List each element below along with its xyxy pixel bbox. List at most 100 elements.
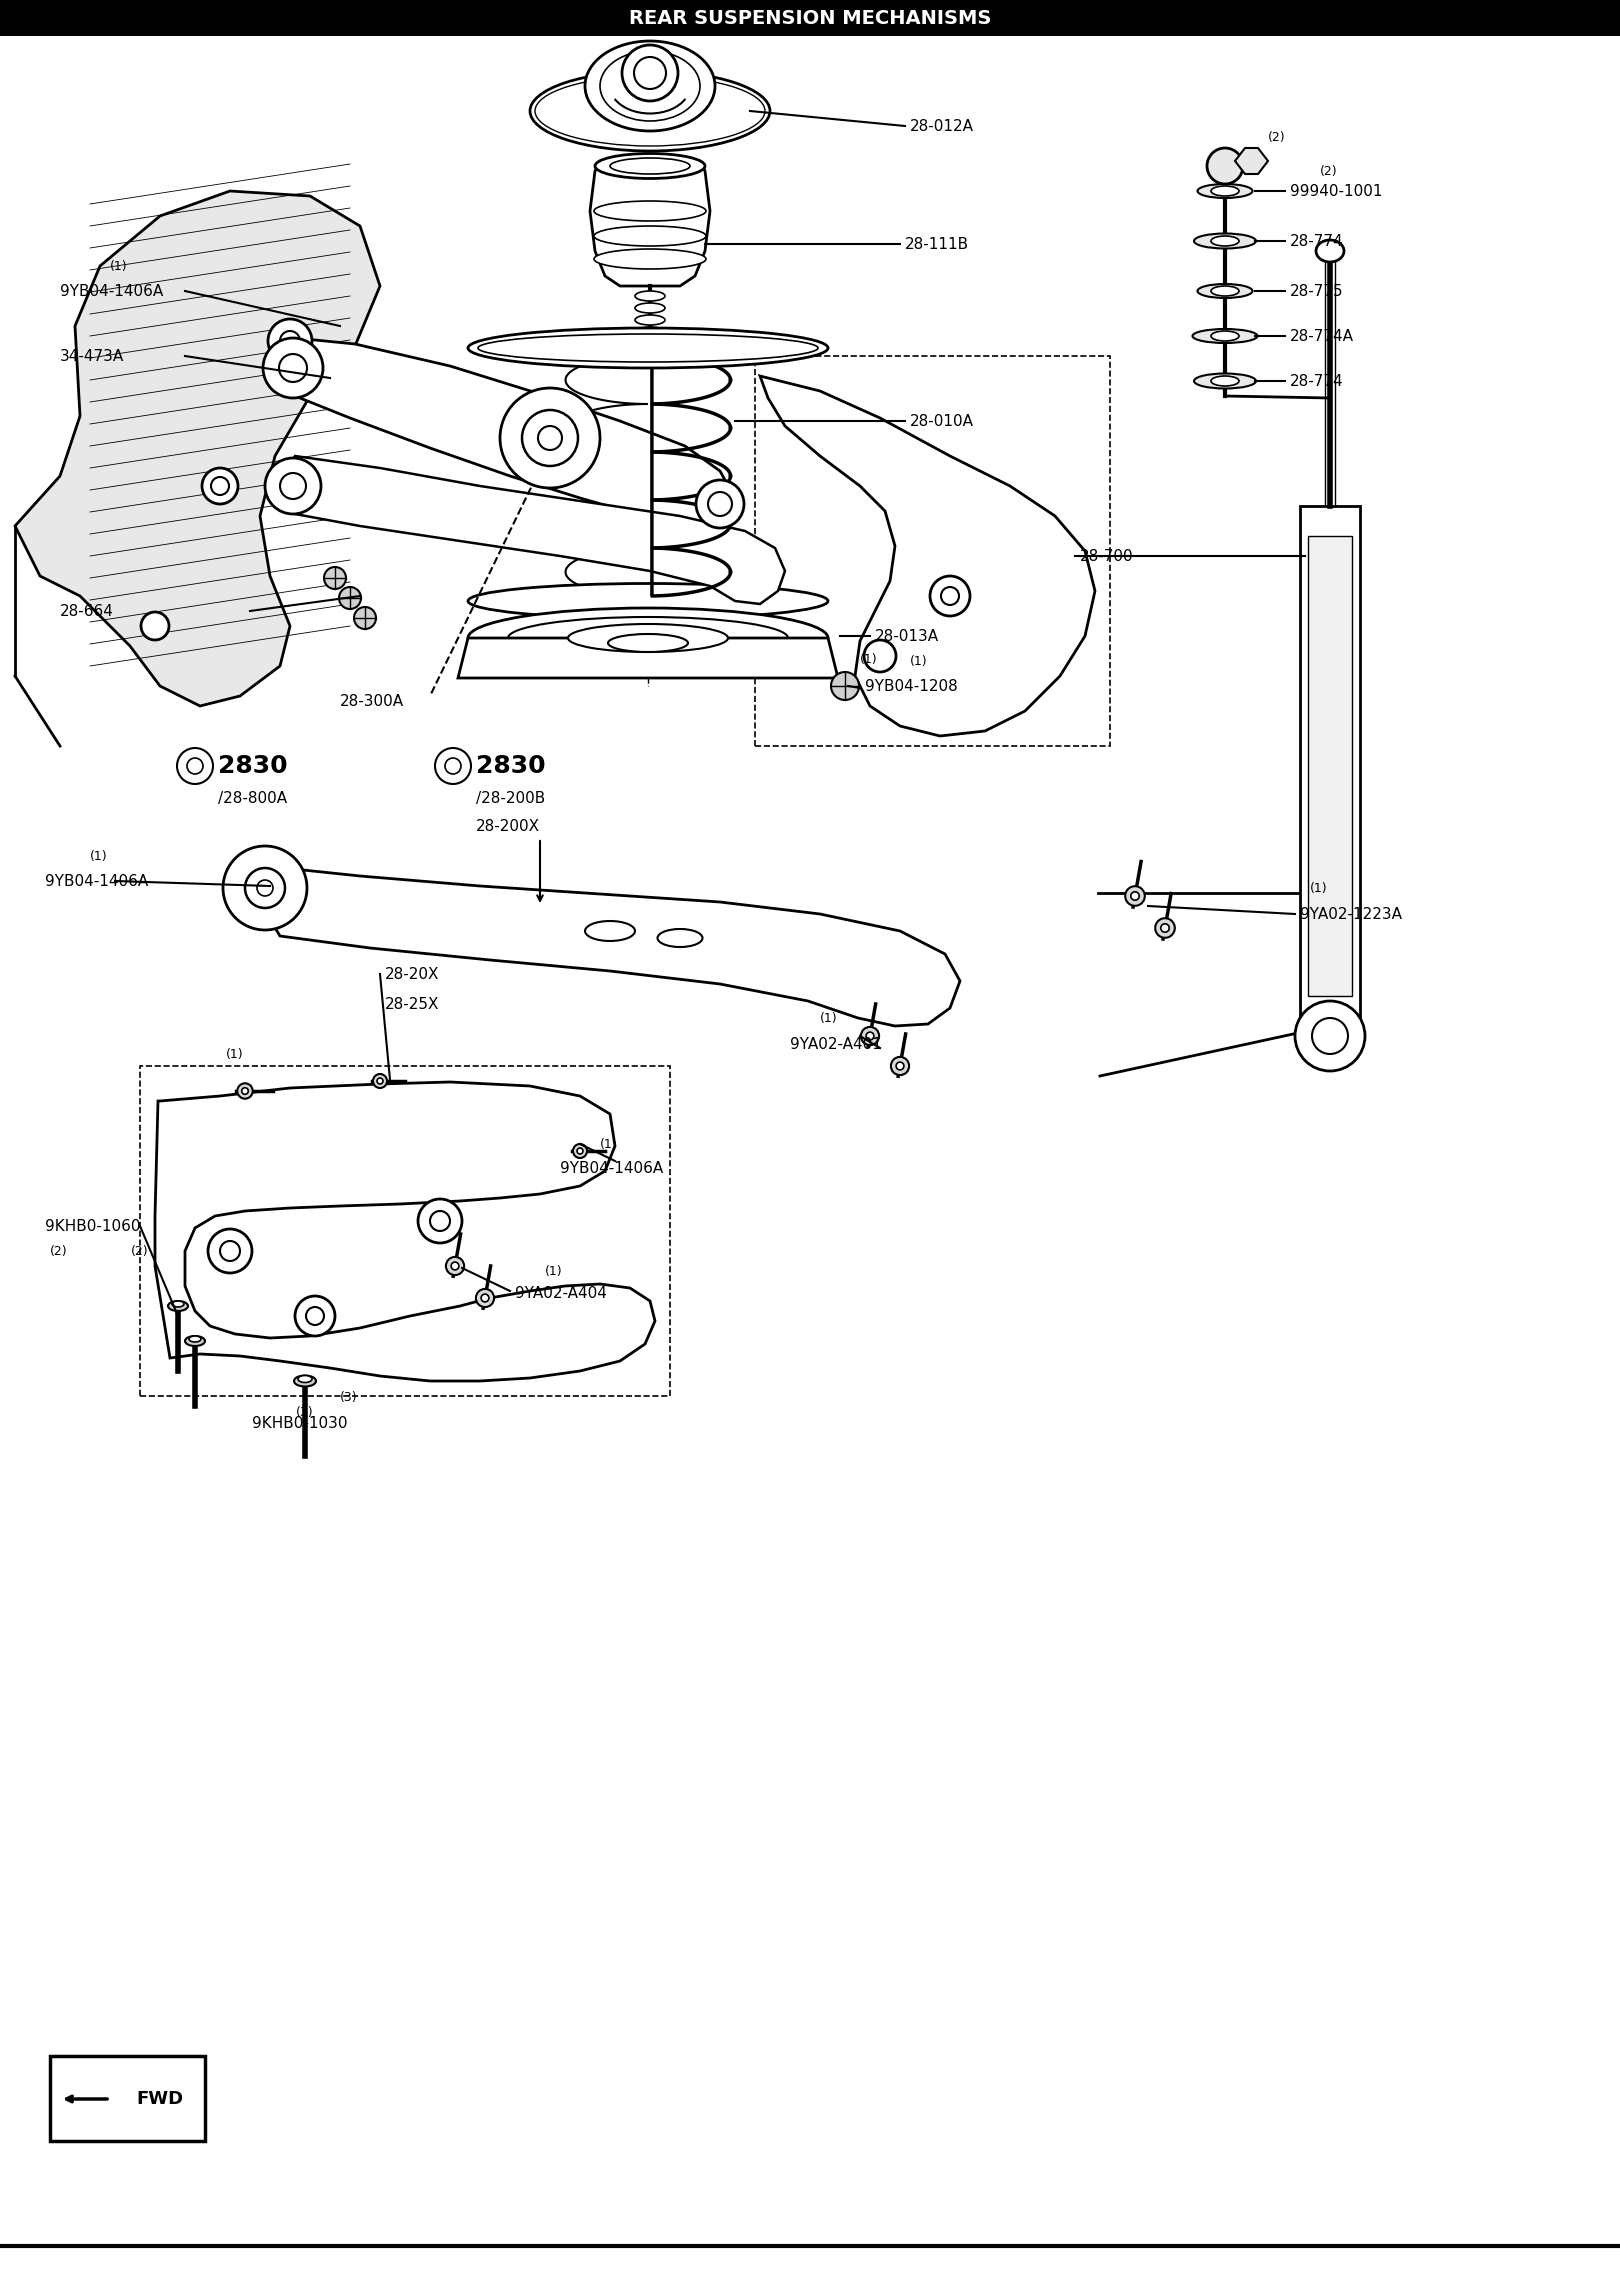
Ellipse shape — [509, 617, 787, 660]
Circle shape — [831, 671, 859, 701]
Circle shape — [896, 1063, 904, 1070]
Bar — [1299, 505, 1361, 1026]
Text: 28-111B: 28-111B — [906, 237, 969, 253]
Text: 28-700: 28-700 — [1081, 549, 1134, 564]
Text: REAR SUSPENSION MECHANISMS: REAR SUSPENSION MECHANISMS — [629, 9, 991, 27]
Ellipse shape — [595, 152, 705, 178]
Ellipse shape — [632, 341, 667, 360]
Circle shape — [1207, 148, 1243, 184]
Text: 9YB04-1406A: 9YB04-1406A — [561, 1161, 663, 1174]
Polygon shape — [760, 376, 1095, 735]
Text: (2): (2) — [50, 1245, 68, 1259]
Circle shape — [577, 1147, 583, 1154]
Circle shape — [258, 881, 274, 897]
Circle shape — [207, 1229, 253, 1272]
Circle shape — [863, 640, 896, 671]
Circle shape — [867, 1031, 873, 1040]
Text: 28-664: 28-664 — [60, 603, 113, 619]
Ellipse shape — [1212, 330, 1239, 341]
Text: 2830: 2830 — [219, 753, 288, 778]
Circle shape — [324, 567, 347, 589]
Circle shape — [941, 587, 959, 605]
Bar — [0, 0, 1620, 36]
Ellipse shape — [172, 1302, 185, 1306]
Circle shape — [377, 1079, 382, 1083]
Ellipse shape — [595, 225, 706, 246]
Bar — [50, 2055, 206, 2142]
Text: (3): (3) — [340, 1391, 358, 1404]
Text: /28-200B: /28-200B — [476, 790, 546, 806]
Circle shape — [237, 1083, 253, 1099]
Circle shape — [446, 758, 462, 774]
Ellipse shape — [635, 314, 664, 325]
Ellipse shape — [585, 41, 714, 132]
Text: 28-012A: 28-012A — [910, 118, 974, 134]
Polygon shape — [590, 162, 710, 287]
Text: 34-473A: 34-473A — [60, 348, 125, 364]
Text: FWD: FWD — [136, 2089, 183, 2108]
Circle shape — [446, 1256, 463, 1275]
Circle shape — [306, 1306, 324, 1325]
Ellipse shape — [611, 157, 690, 173]
Circle shape — [1126, 885, 1145, 906]
Ellipse shape — [595, 248, 706, 269]
Circle shape — [418, 1199, 462, 1243]
Circle shape — [267, 319, 313, 362]
Ellipse shape — [595, 200, 706, 221]
Ellipse shape — [530, 71, 770, 150]
Circle shape — [295, 1295, 335, 1336]
Circle shape — [355, 608, 376, 628]
Text: 28-775: 28-775 — [1290, 284, 1343, 298]
Polygon shape — [262, 865, 961, 1026]
Ellipse shape — [1212, 237, 1239, 246]
Circle shape — [186, 758, 202, 774]
Ellipse shape — [1212, 376, 1239, 387]
Ellipse shape — [293, 1375, 316, 1386]
Text: 28-010A: 28-010A — [910, 414, 974, 428]
Circle shape — [202, 469, 238, 503]
Text: 9YA02-A404: 9YA02-A404 — [515, 1286, 608, 1302]
Circle shape — [450, 1263, 458, 1270]
Text: (1): (1) — [1311, 881, 1328, 894]
Ellipse shape — [1194, 234, 1256, 248]
Circle shape — [373, 1074, 387, 1088]
Circle shape — [177, 749, 212, 783]
Circle shape — [697, 480, 744, 528]
Circle shape — [339, 587, 361, 610]
Circle shape — [245, 867, 285, 908]
Text: 28-300A: 28-300A — [340, 694, 403, 708]
Text: 28-013A: 28-013A — [875, 628, 940, 644]
Circle shape — [279, 355, 308, 382]
Circle shape — [708, 492, 732, 517]
Polygon shape — [271, 455, 786, 603]
Polygon shape — [1234, 148, 1268, 173]
Circle shape — [220, 1240, 240, 1261]
Circle shape — [891, 1056, 909, 1074]
Ellipse shape — [1197, 284, 1252, 298]
Circle shape — [633, 57, 666, 89]
Ellipse shape — [599, 50, 700, 121]
Polygon shape — [458, 637, 838, 678]
Text: (3): (3) — [296, 1407, 314, 1418]
Text: /28-800A: /28-800A — [219, 790, 287, 806]
Ellipse shape — [635, 339, 664, 348]
Circle shape — [266, 457, 321, 514]
Polygon shape — [156, 1081, 654, 1382]
Text: 28-774: 28-774 — [1290, 234, 1343, 248]
Ellipse shape — [1315, 239, 1345, 262]
Ellipse shape — [298, 1375, 313, 1382]
Circle shape — [436, 749, 471, 783]
Bar — [1307, 537, 1353, 997]
Circle shape — [141, 612, 168, 640]
Ellipse shape — [478, 335, 818, 362]
Bar — [755, 355, 1110, 747]
Text: 9YB04-1208: 9YB04-1208 — [865, 678, 957, 694]
Text: 28-25X: 28-25X — [386, 997, 439, 1011]
Circle shape — [241, 1088, 248, 1095]
Circle shape — [1294, 1001, 1366, 1072]
Polygon shape — [15, 191, 381, 706]
Ellipse shape — [468, 583, 828, 619]
Ellipse shape — [635, 291, 664, 300]
Ellipse shape — [1212, 187, 1239, 196]
Ellipse shape — [168, 1302, 188, 1311]
